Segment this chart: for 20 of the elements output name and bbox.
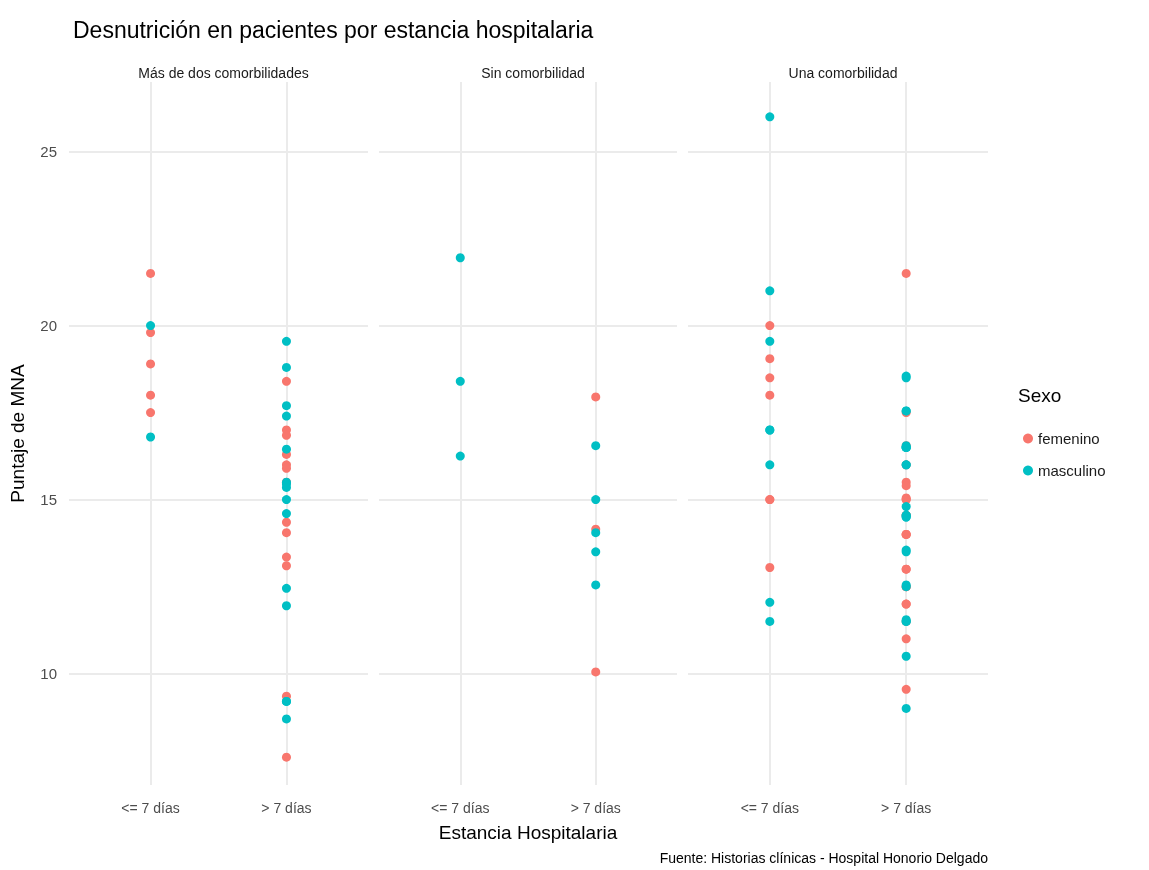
chart-title: Desnutrición en pacientes por estancia hospitalaria xyxy=(73,16,594,43)
x-tick-label: <= 7 días xyxy=(740,800,800,816)
y-axis-title: Puntaje de MNA xyxy=(7,364,28,503)
x-tick-label: > 7 días xyxy=(881,800,932,816)
y-tick-label: 15 xyxy=(40,491,57,509)
chart-subtitle: Una comorbilidad xyxy=(788,65,898,81)
x-tick-label: > 7 días xyxy=(261,800,312,816)
legend-label: femenino xyxy=(1038,430,1100,447)
x-tick-label: > 7 días xyxy=(570,800,621,816)
y-tick-label: 20 xyxy=(40,317,57,335)
legend-label: masculino xyxy=(1038,462,1106,479)
x-tick-label: <= 7 días xyxy=(431,800,490,816)
legend-title: Sexo xyxy=(1018,385,1062,406)
source-note: Fuente: Historias clínicas - Hospital Honorio Delgado xyxy=(659,850,989,866)
chart-subtitle: Sin comorbilidad xyxy=(481,65,585,81)
y-tick-label: 10 xyxy=(40,665,57,683)
x-axis-title: Estancia Hospitalaria xyxy=(438,822,618,843)
y-tick-label: 25 xyxy=(40,143,57,161)
chart-subtitle: Más de dos comorbilidades xyxy=(138,65,309,81)
x-tick-label: <= 7 días xyxy=(121,800,180,816)
